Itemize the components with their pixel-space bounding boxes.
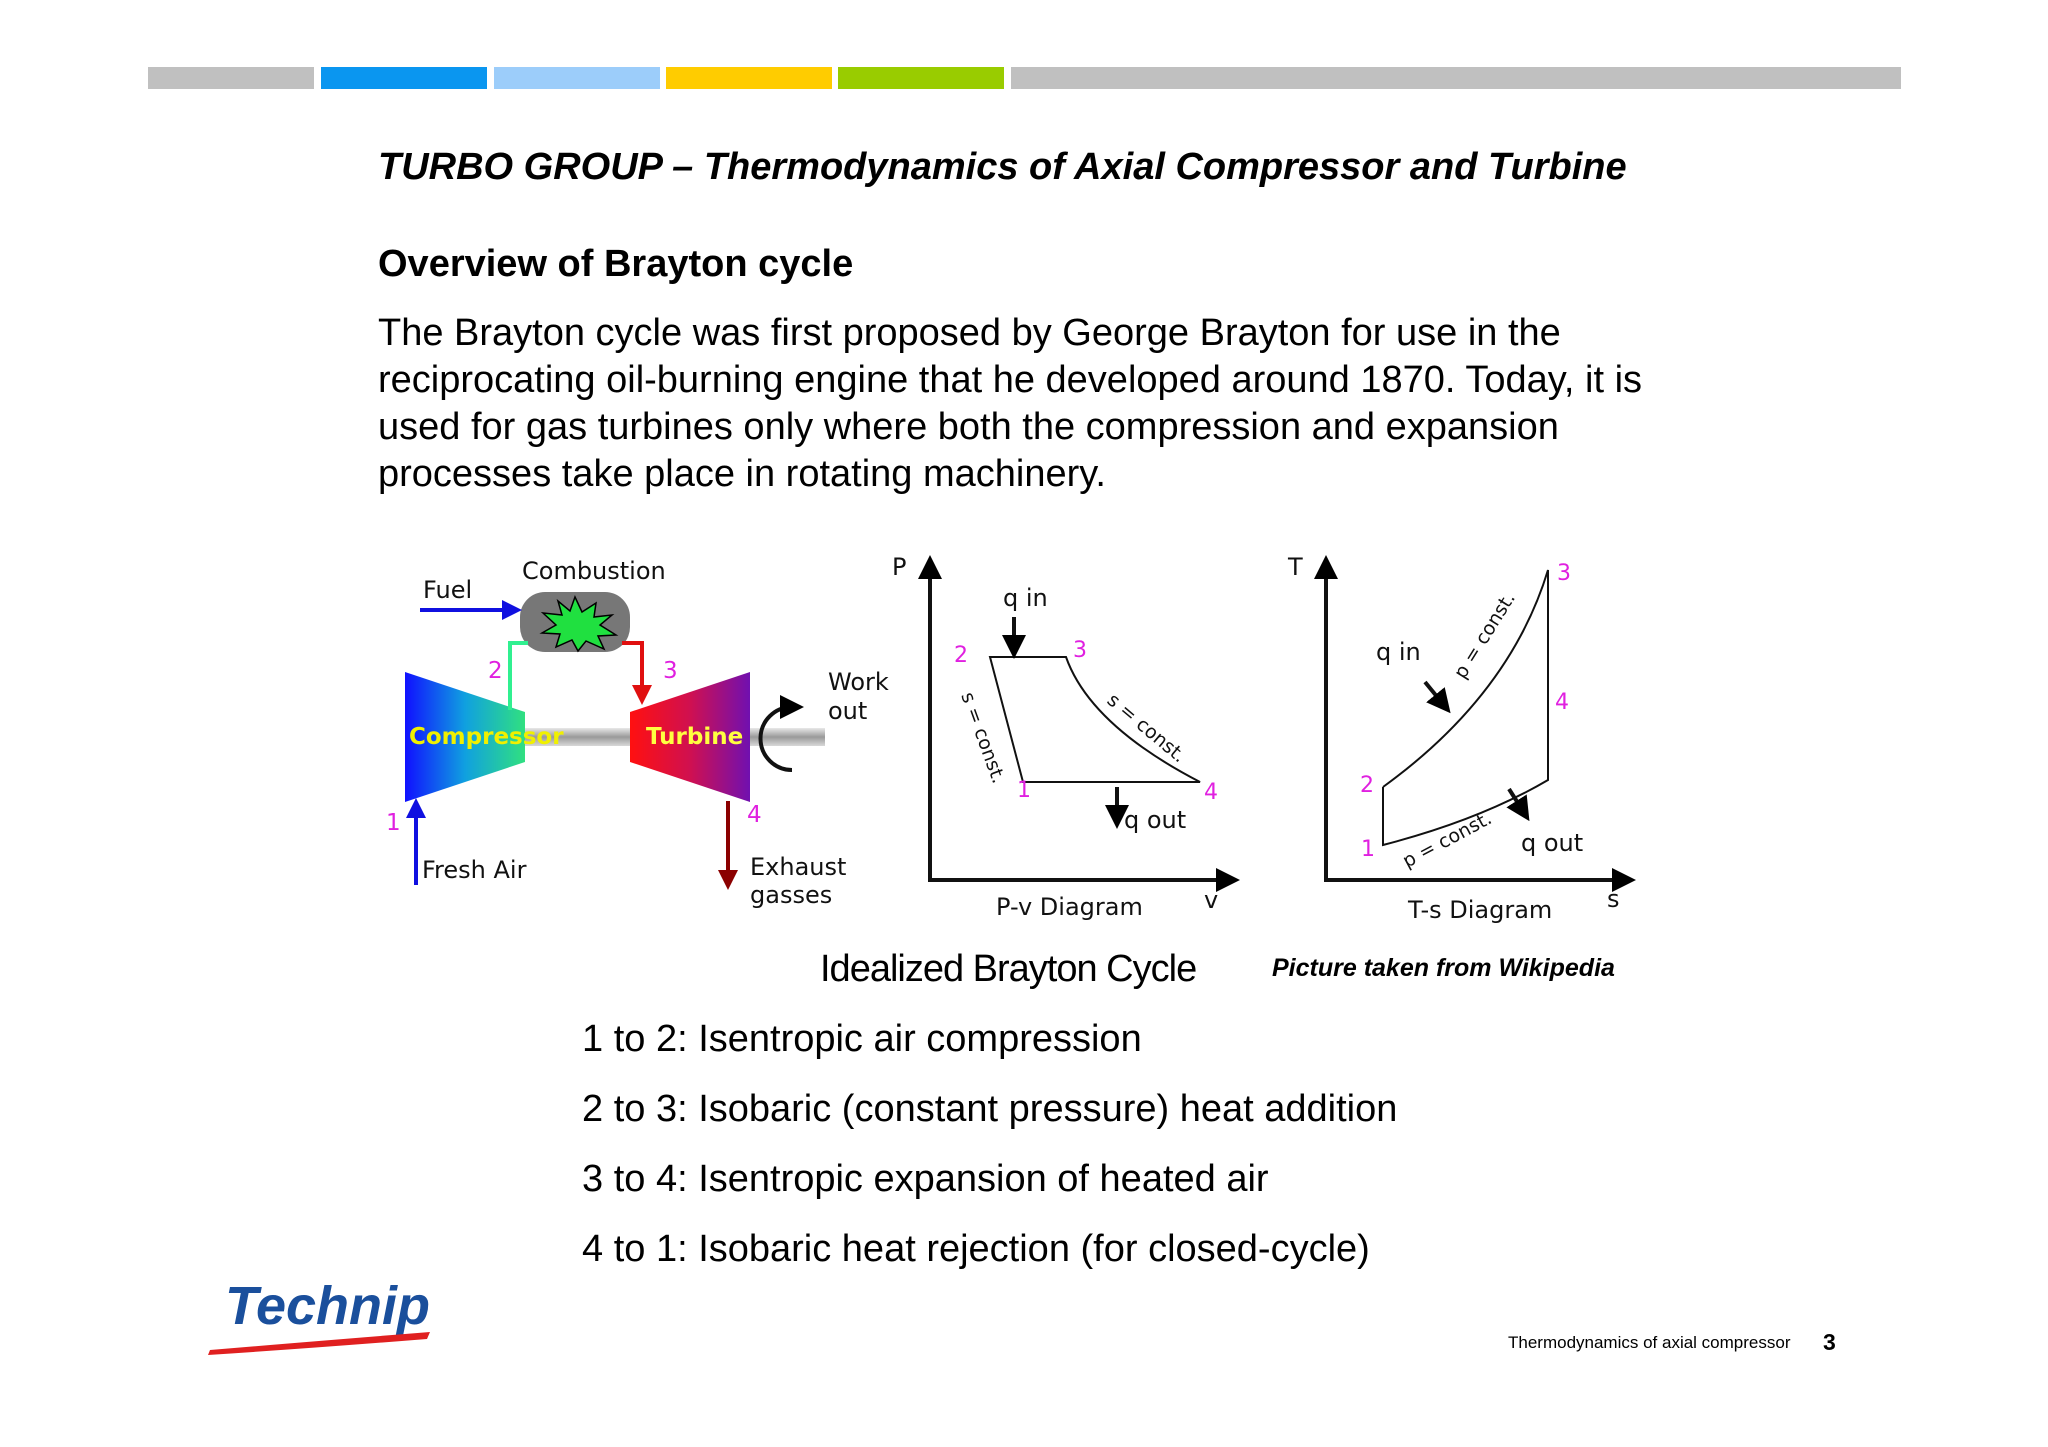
combustion-label: Combustion — [522, 557, 666, 585]
technip-logo-swoosh — [208, 1332, 430, 1355]
technip-logo: Technip — [208, 1276, 430, 1355]
stripe-blue — [321, 67, 487, 89]
engine-node-2: 2 — [488, 658, 503, 684]
pv-node-1: 1 — [1017, 778, 1031, 803]
brayton-cycle-figure: Compressor Turbine Combustion Fuel 2 3 W… — [386, 553, 1636, 924]
footer-label: Thermodynamics of axial compressor — [1508, 1333, 1791, 1352]
work-out-label-line2: out — [828, 697, 867, 725]
engine-node-4: 4 — [747, 802, 762, 828]
fresh-air-label: Fresh Air — [422, 856, 527, 884]
pv-s-const-right: s = const. — [1103, 689, 1190, 767]
pv-cycle — [988, 656, 1201, 783]
section-heading: Overview of Brayton cycle — [378, 243, 854, 285]
pv-q-in-label: q in — [1003, 584, 1048, 612]
stripe-gray-2 — [1011, 67, 1901, 89]
ts-q-out-arrow — [1506, 787, 1530, 822]
pv-node-4: 4 — [1204, 780, 1218, 805]
ts-node-1: 1 — [1361, 837, 1375, 862]
ts-axis-y-label: T — [1287, 553, 1303, 581]
ts-node-4: 4 — [1555, 690, 1569, 715]
pv-axis-y-label: P — [892, 553, 906, 581]
exhaust-label-line1: Exhaust — [750, 853, 846, 881]
figure-caption: Idealized Brayton Cycle — [820, 948, 1197, 990]
engine-schematic: Compressor Turbine Combustion Fuel 2 3 W… — [386, 557, 889, 909]
stripe-green — [838, 67, 1004, 89]
pv-node-3: 3 — [1073, 638, 1087, 663]
ts-node-2: 2 — [1360, 773, 1374, 798]
work-out-label-line1: Work — [828, 668, 889, 696]
section-body: The Brayton cycle was first proposed by … — [378, 312, 1643, 495]
ts-node-3: 3 — [1557, 561, 1571, 586]
compressor-shape — [405, 672, 525, 802]
ts-diagram: T s T-s Diagram q in q out p = const. p … — [1287, 553, 1636, 924]
ts-q-out-label: q out — [1521, 829, 1583, 857]
step-2-to-3: 2 to 3: Isobaric (constant pressure) hea… — [582, 1088, 1398, 1130]
combustion-to-turbine-arrow — [622, 641, 652, 705]
ts-axis-x-label: s — [1607, 885, 1620, 913]
turbine-label: Turbine — [646, 724, 743, 750]
ts-p-const-upper: p = const. — [1450, 588, 1520, 682]
pv-q-out-label: q out — [1124, 806, 1186, 834]
stripe-light-blue — [494, 67, 660, 89]
pv-diagram: P v P-v Diagram q in q out s = const. s … — [892, 553, 1240, 921]
technip-logo-text: Technip — [225, 1276, 430, 1336]
fuel-label: Fuel — [423, 576, 472, 604]
ts-q-in-arrow — [1423, 680, 1451, 714]
engine-node-1: 1 — [386, 810, 401, 836]
ts-q-in-label: q in — [1376, 638, 1421, 666]
ts-title: T-s Diagram — [1407, 896, 1552, 924]
work-out-icon — [758, 695, 804, 772]
stripe-yellow — [666, 67, 832, 89]
page-number: 3 — [1823, 1329, 1836, 1355]
step-1-to-2: 1 to 2: Isentropic air compression — [582, 1018, 1142, 1060]
compressor-label: Compressor — [409, 724, 564, 750]
stripe-gray-1 — [148, 67, 314, 89]
page-title: TURBO GROUP – Thermodynamics of Axial Co… — [378, 146, 1627, 188]
step-4-to-1: 4 to 1: Isobaric heat rejection (for clo… — [582, 1228, 1370, 1270]
pv-title: P-v Diagram — [996, 893, 1143, 921]
ts-p-const-lower: p = const. — [1399, 807, 1495, 872]
engine-node-3: 3 — [663, 658, 678, 684]
step-3-to-4: 3 to 4: Isentropic expansion of heated a… — [582, 1158, 1269, 1200]
compressor-to-combustion-line — [508, 641, 528, 710]
ts-cycle — [1382, 569, 1549, 847]
pv-axis-x-label: v — [1204, 886, 1218, 914]
exhaust-label-line2: gasses — [750, 881, 832, 909]
combustion-flame-icon — [539, 595, 619, 653]
turbine-shape — [630, 672, 750, 802]
pv-node-2: 2 — [954, 643, 968, 668]
figure-credit: Picture taken from Wikipedia — [1272, 954, 1615, 982]
